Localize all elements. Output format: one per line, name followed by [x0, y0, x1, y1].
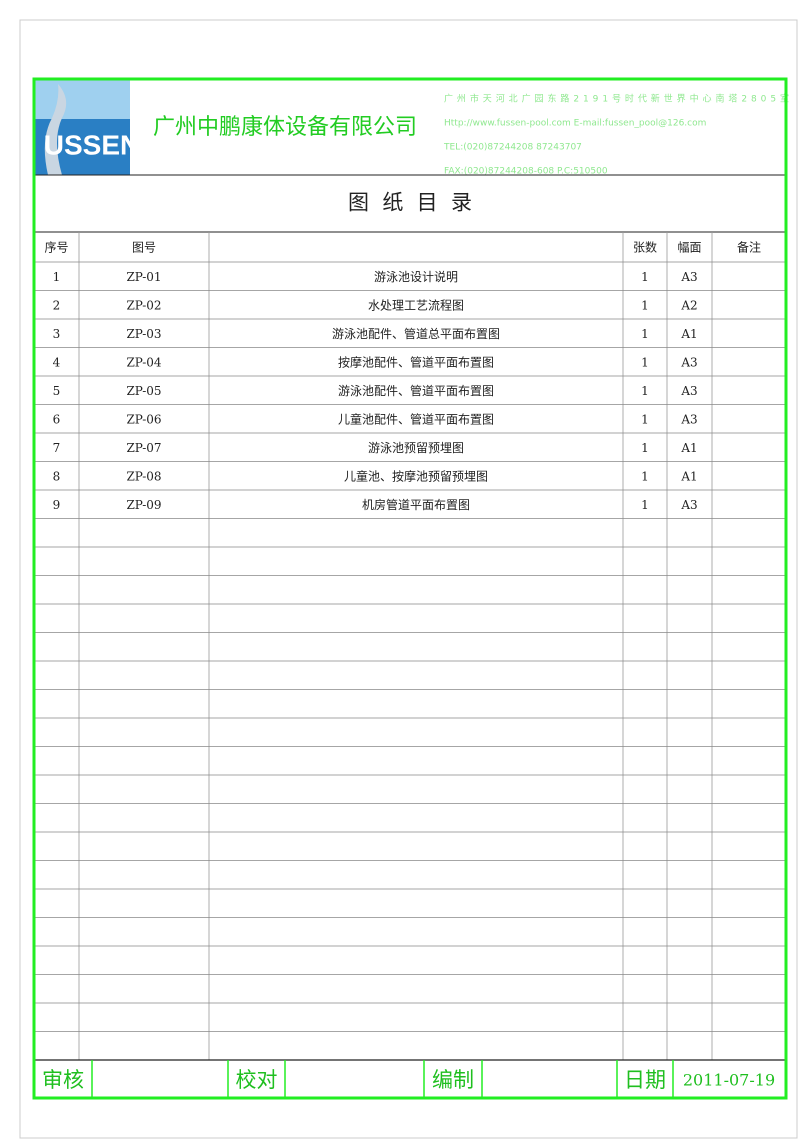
sheet-title: 图 纸 目 录	[348, 191, 472, 215]
index-table: 序号 图号 张数 幅面 备注 1 ZP-01 游泳池设计说明 1 A3 2 ZP-02 水处理工艺流程图…	[34, 232, 786, 1061]
cell: 7	[53, 441, 61, 455]
cell: 游泳池设计说明	[374, 269, 458, 284]
address-block: 广州市天河北广园东路2191号时代新世界中心南塔2805室 Http://www.…	[443, 93, 789, 177]
cell: 1	[641, 327, 649, 341]
cell: ZP-02	[126, 298, 161, 312]
footer-label: 日期	[624, 1068, 666, 1092]
address-line: FAX:(020)87244208-608 P.C:510500	[444, 167, 608, 177]
address-line: 广州市天河北广园东路2191号时代新世界中心南塔2805室	[444, 93, 789, 105]
address-line: Http://www.fussen-pool.com E-mail:fussen…	[444, 119, 706, 129]
cell: 儿童池、按摩池预留预埋图	[344, 468, 488, 483]
cell: 4	[53, 355, 61, 369]
cell: 9	[53, 498, 61, 512]
column-header: 幅面	[677, 240, 701, 255]
column-header: 图号	[132, 241, 156, 255]
cell: 1	[641, 270, 649, 284]
address-line: TEL:(020)87244208 87243707	[443, 143, 582, 153]
logo-figure	[44, 84, 67, 175]
footer-date: 2011-07-19	[683, 1071, 775, 1090]
cell: 1	[53, 270, 61, 284]
cell: ZP-09	[126, 498, 161, 512]
column-header: 张数	[633, 240, 657, 255]
cell: 3	[53, 327, 61, 341]
cell: A1	[680, 441, 697, 455]
footer: 审核 校对 编制 日期 2011-07-19	[42, 1060, 775, 1098]
column-header: 序号	[44, 240, 68, 255]
cell: A2	[680, 298, 697, 312]
cell: ZP-01	[126, 270, 161, 284]
cell: 游泳池预留预埋图	[368, 441, 464, 455]
cell: 6	[53, 412, 61, 426]
cell: 按摩池配件、管道平面布置图	[338, 354, 494, 369]
cell: 1	[641, 298, 649, 312]
cell: A3	[680, 270, 697, 284]
logo-sky	[34, 79, 130, 119]
cell: 游泳池配件、管道总平面布置图	[332, 326, 500, 341]
cell: 1	[641, 355, 649, 369]
cell: ZP-05	[126, 384, 161, 398]
cell: 1	[641, 498, 649, 512]
cell: 1	[641, 384, 649, 398]
outer-frame	[19, 19, 798, 1139]
footer-label: 审核	[42, 1068, 84, 1092]
footer-label: 校对	[236, 1068, 278, 1092]
cell: 1	[641, 441, 649, 455]
cell: A3	[680, 412, 697, 426]
cell: 儿童池配件、管道平面布置图	[338, 411, 494, 426]
logo-text: USSEN	[44, 129, 140, 160]
cell: ZP-07	[126, 441, 161, 455]
cell: 8	[53, 469, 61, 483]
cell: A1	[680, 469, 697, 483]
cell: ZP-08	[126, 469, 161, 483]
cell: A1	[680, 327, 697, 341]
cell: 1	[641, 469, 649, 483]
cell: ZP-04	[126, 355, 161, 369]
cell: A3	[680, 355, 697, 369]
cell: 5	[53, 384, 61, 398]
cell: 机房管道平面布置图	[362, 497, 470, 512]
footer-label: 编制	[432, 1068, 474, 1092]
cell: 水处理工艺流程图	[368, 297, 464, 312]
column-header: 备注	[737, 240, 761, 255]
company-name: 广州中鹏康体设备有限公司	[153, 115, 417, 140]
cell: ZP-06	[126, 412, 161, 426]
cell: ZP-03	[126, 327, 161, 341]
cell: 2	[53, 298, 61, 312]
cell: 1	[641, 412, 649, 426]
cell: 游泳池配件、管道平面布置图	[338, 383, 494, 398]
cell: A3	[680, 384, 697, 398]
border	[32, 77, 788, 1100]
cell: A3	[680, 498, 697, 512]
